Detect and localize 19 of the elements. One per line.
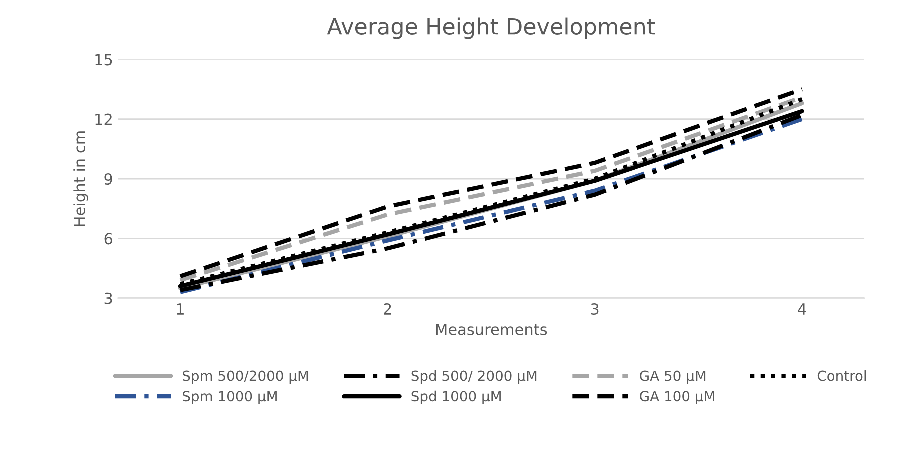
x-tick-label: 2 xyxy=(384,303,392,315)
legend-label: GA 100 µM xyxy=(640,391,714,404)
legend-label: Spm 500/2000 µM xyxy=(183,370,308,384)
y-tick-label: 6 xyxy=(104,233,112,245)
y-tick-label: 9 xyxy=(104,173,112,186)
x-tick-label: 3 xyxy=(591,303,599,316)
x-tick-label: 1 xyxy=(177,304,184,315)
y-tick-label: 15 xyxy=(96,54,112,66)
legend-label: Spd 1000 µM xyxy=(412,390,501,404)
legend-label: GA 50 µM xyxy=(640,370,706,384)
legend-label: Spm 1000 µM xyxy=(183,391,277,404)
legend-label: Spd 500/ 2000 µM xyxy=(412,370,537,384)
legend-label: Control xyxy=(818,370,866,382)
y-tick-label: 3 xyxy=(104,292,112,304)
x-axis-title: Measurements xyxy=(436,324,548,336)
y-axis-title: Height in cm xyxy=(74,132,88,226)
x-tick-label: 4 xyxy=(798,304,806,315)
y-tick-label: 12 xyxy=(96,114,112,126)
chart-title: Average Height Development xyxy=(327,18,656,40)
